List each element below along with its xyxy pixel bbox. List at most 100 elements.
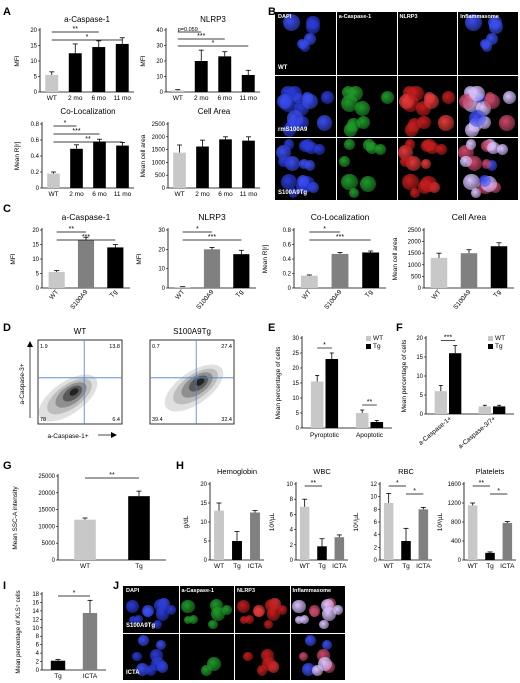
x-tick-label: ICTA [500,563,515,570]
bar [241,74,255,92]
x-tick-label: WT [48,191,58,198]
x-tick-label: WT [384,563,394,570]
cell [184,616,193,625]
cell [206,656,221,671]
cell [189,614,199,624]
x-tick-label: a-Caspase-3/7+ [457,415,497,450]
cell [306,19,321,34]
x-tick-label: WT [80,563,90,570]
significance-label: ** [311,480,317,487]
y-tick-label: 500 [411,274,422,280]
flow-y-axis-label: a-Caspase-3+ [19,363,26,404]
chart-i-kls: Mean percentage of KLS⁺ cells 0 2 4 6 8 10 12 14… [15,590,106,680]
y-tick-label: 0 [52,558,56,564]
y-tick-label: 0 [160,90,164,96]
micrograph-tile [123,633,179,680]
y-tick-label: 30 [156,44,163,50]
panel-label-b: B [268,6,276,18]
x-tick-label: WT [300,563,310,570]
cell [312,665,323,676]
bar [300,275,318,288]
cell [487,141,500,155]
y-tick-label: 5 [34,75,38,81]
bar [48,272,65,288]
cell [142,605,154,617]
x-tick-label: ICTA [248,563,263,570]
cell [292,599,306,614]
micrograph-row-label: S100A9Tg [126,623,156,629]
y-tick-label: 0.8 [31,122,40,128]
x-tick-label: Tg [135,563,143,570]
cell [420,159,431,169]
y-tick-label: 18 [32,592,39,598]
bar [233,254,250,288]
x-tick-label: S100A9 [69,288,89,311]
cell [442,90,456,104]
x-tick-label: Tg [364,288,374,299]
x-tick-label: Tg [235,288,245,299]
cell [438,115,454,131]
y-tick-label: 0.4 [283,257,292,263]
cell [243,651,253,662]
cell [201,665,212,676]
micrograph-tile [179,586,235,633]
y-tick-label: 1000 [408,263,422,269]
cell [408,85,424,102]
y-tick-label: 2 [374,545,378,551]
y-tick-label: 0.2 [31,170,40,176]
bar [334,537,345,560]
micrograph-tile [290,586,346,633]
y-tick-label: 10 [32,626,39,632]
y-tick-label: 5 [296,411,300,417]
y-tick-label: 12 [370,482,377,488]
y-axis-label: MFI [10,253,17,264]
x-tick-label: 11 mo [114,191,132,198]
cell [244,614,254,624]
y-tick-label: 0 [418,286,422,292]
x-tick-label: Tg [492,288,502,299]
panel-label-f: F [396,322,403,334]
bar [47,173,60,188]
y-tick-label: 20 [292,366,299,372]
flow-plot-title: S100A9Tg [173,327,211,336]
significance-label: p=0.059 [178,27,198,33]
y-tick-label: 0 [296,426,300,432]
y-tick-label: 10 [32,257,39,263]
micrograph-channel-label: DAPI [126,588,140,594]
bar [430,257,448,288]
bar [214,510,224,560]
cell [347,85,364,102]
chart-title: Cell Area [198,107,231,116]
x-arrow-head [111,432,117,438]
cell [296,174,310,187]
legend-swatch [366,336,371,341]
x-tick-label: Tg [54,673,62,680]
chart-h-rbc: RBC 10⁶/µL 0 2 4 6 8 10 12 WT Tg ICTA * * [353,467,432,570]
cell [300,614,310,624]
grid-divider [396,12,398,200]
y-tick-label: 6 [36,643,40,649]
significance-label: ** [109,472,115,479]
y-axis-label: 10⁶/µL [353,512,360,531]
y-tick-label: 0 [290,558,294,564]
bar [92,47,106,92]
bar [325,359,339,428]
micrograph-tile [397,137,458,200]
cell [128,616,137,625]
legend-label: WT [373,335,383,342]
cell [469,110,486,127]
bar [68,53,82,92]
y-tick-label: 1000 [152,160,166,166]
x-tick-label: 11 mo [239,95,257,102]
x-tick-label: WT [174,191,184,198]
y-tick-label: 20 [158,247,165,253]
y-tick-label: 20 [416,336,423,342]
x-tick-label: 6 mo [218,95,233,102]
x-tick-label: WT [214,563,224,570]
cell [308,605,321,617]
cell [135,663,149,677]
y-axis-label: g/dL [183,515,190,528]
significance-label: *** [444,335,452,342]
